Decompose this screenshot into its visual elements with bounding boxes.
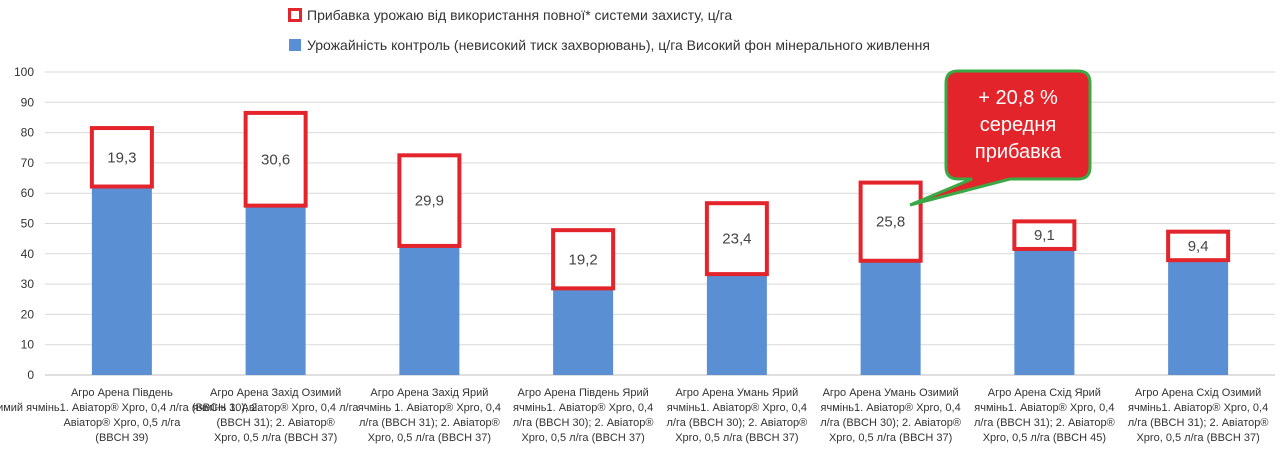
bar-increase	[397, 153, 462, 248]
x-category-label: Xpro, 0,5 л/га (BBCH 37)	[368, 432, 491, 444]
y-tick-label: 10	[21, 338, 35, 352]
x-category-label: Агро Арена Умань Ярий	[675, 387, 798, 399]
x-category-label: Авіатор® Xpro, 0,5 л/га	[63, 417, 181, 429]
x-category-label: ячмінь1. Авіатор® Xpro, 0,4	[667, 402, 807, 414]
x-category-label: Xpro, 0,5 л/га (BBCH 45)	[983, 432, 1106, 444]
bar-increase	[89, 126, 154, 189]
labels-layer: 19,3 Агро Арена Південь Озимий ячмінь1. Ав…	[0, 149, 1268, 444]
bar-control	[399, 245, 460, 375]
bar-increase-fill	[91, 128, 152, 187]
bar-control	[91, 186, 152, 375]
x-category-label: ячмінь1. Авіатор® Xpro, 0,4	[1128, 402, 1268, 414]
y-tick-label: 60	[21, 186, 35, 200]
callout-line-3: прибавка	[975, 141, 1062, 163]
y-tick-label: 30	[21, 277, 35, 291]
callout: + 20,8 % середня прибавка	[909, 69, 1092, 207]
data-label-increase: 9,1	[1034, 227, 1055, 244]
x-category-label: л/га (BBCH 30); 2. Авіатор®	[820, 417, 961, 429]
bar-control	[1168, 260, 1229, 375]
callout-line-1: + 20,8 %	[978, 87, 1058, 109]
x-category-label: Xpro, 0,5 л/га (BBCH 37)	[675, 432, 798, 444]
bar-control	[1014, 248, 1075, 375]
bar-control	[245, 205, 306, 375]
x-category-label: л/га (BBCH 31); 2. Авіатор®	[974, 417, 1115, 429]
x-category-label: Xpro, 0,5 л/га (BBCH 37)	[1136, 432, 1259, 444]
data-label-increase: 25,8	[876, 214, 905, 231]
bar-increase	[243, 110, 308, 208]
bar-control	[860, 260, 921, 375]
x-category-label: Агро Арена Південь	[71, 387, 173, 399]
x-category-label: ячмінь1. Авіатор® Xpro, 0,4	[974, 402, 1114, 414]
y-tick-label: 100	[14, 65, 34, 79]
bar-increase-fill	[553, 230, 614, 289]
bars-layer	[89, 110, 1231, 375]
bar-increase-fill	[1014, 221, 1075, 249]
legend-swatch-control	[289, 39, 301, 51]
x-category-label: (BBCH 39)	[95, 432, 148, 444]
callout-line-2: середня	[980, 114, 1056, 136]
bar-increase-fill	[860, 182, 921, 261]
bar-increase-fill	[1168, 231, 1229, 261]
x-category-label: л/га (BBCH 31); 2. Авіатор®	[1128, 417, 1269, 429]
bar-increase-fill	[245, 112, 306, 206]
data-label-increase: 19,3	[107, 149, 136, 166]
y-tick-label: 0	[27, 368, 34, 382]
y-tick-label: 70	[21, 156, 35, 170]
bar-increase	[551, 228, 616, 291]
x-category-label: ячмінь1. Авіатор® Xpro, 0,4	[513, 402, 653, 414]
x-category-label: Агро Арена Захід Ярий	[370, 387, 488, 399]
bar-increase-fill	[706, 203, 767, 275]
x-category-label: ячмінь 1. Авіатор® Xpro, 0,4	[358, 402, 501, 414]
legend-label-control: Урожайність контроль (невисокий тиск зах…	[307, 37, 930, 53]
data-label-increase: 9,4	[1188, 238, 1209, 255]
x-category-label: ячмінь1. Авіатор® Xpro, 0,4	[821, 402, 961, 414]
bar-increase	[1166, 229, 1231, 263]
x-category-label: Озимий ячмінь1. Авіатор® Xpro, 0,4 л/га …	[0, 402, 260, 414]
bar-increase-fill	[399, 155, 460, 246]
bar-control	[706, 274, 767, 375]
bar-increase	[858, 180, 923, 263]
bar-control	[553, 288, 614, 375]
bar-increase	[704, 201, 769, 277]
x-category-label: ячмінь 1. Авіатор® Xpro, 0,4 л/га	[193, 402, 360, 414]
x-category-label: Агро Арена Схід Ярий	[988, 387, 1101, 399]
x-category-label: Агро Арена Південь Ярий	[517, 387, 648, 399]
x-category-label: Агро Арена Схід Озимий	[1135, 387, 1261, 399]
x-category-label: Xpro, 0,5 л/га (BBCH 37)	[214, 432, 337, 444]
legend: Прибавка урожаю від використання повної*…	[288, 7, 930, 53]
x-category-label: Агро Арена Умань Озимий	[823, 387, 959, 399]
x-category-label: л/га (BBCH 31); 2. Авіатор®	[359, 417, 500, 429]
x-category-label: Xpro, 0,5 л/га (BBCH 37)	[829, 432, 952, 444]
callout-bubble	[909, 69, 1092, 207]
data-label-increase: 23,4	[722, 231, 751, 248]
x-category-label: л/га (BBCH 30); 2. Авіатор®	[513, 417, 654, 429]
y-tick-label: 40	[21, 247, 35, 261]
y-tick-label: 50	[21, 217, 35, 231]
bar-increase	[1012, 219, 1077, 251]
x-category-label: (BBCH 31); 2. Авіатор®	[216, 417, 334, 429]
legend-label-increase: Прибавка урожаю від використання повної*…	[307, 7, 732, 23]
legend-swatch-increase	[288, 8, 302, 22]
data-label-increase: 19,2	[569, 251, 598, 268]
y-tick-label: 80	[21, 126, 35, 140]
data-label-increase: 29,9	[415, 193, 444, 210]
y-tick-label: 20	[21, 307, 35, 321]
x-category-label: Xpro, 0,5 л/га (BBCH 37)	[521, 432, 644, 444]
y-tick-label: 90	[21, 95, 35, 109]
x-category-label: л/га (BBCH 30); 2. Авіатор®	[667, 417, 808, 429]
x-category-label: Агро Арена Захід Озимий	[210, 387, 341, 399]
data-label-increase: 30,6	[261, 151, 290, 168]
